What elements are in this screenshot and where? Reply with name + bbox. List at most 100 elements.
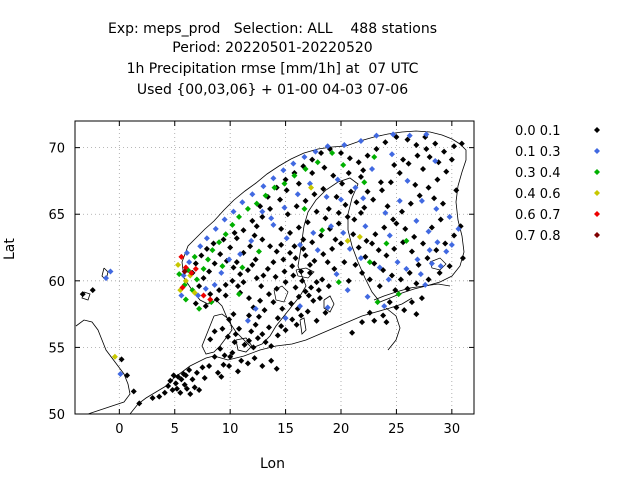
data-point (371, 153, 378, 160)
data-point (230, 264, 237, 271)
data-point (420, 240, 427, 247)
data-point (344, 213, 351, 220)
data-point (388, 151, 395, 158)
data-point (252, 305, 259, 312)
data-point (446, 263, 453, 270)
data-point (329, 245, 336, 252)
data-point (306, 269, 313, 276)
data-point (404, 177, 411, 184)
data-point (202, 303, 209, 310)
data-point (244, 360, 251, 367)
data-point (403, 265, 410, 272)
data-point (439, 200, 446, 207)
data-point (226, 363, 233, 370)
data-point (433, 205, 440, 212)
data-point (254, 335, 261, 342)
data-point (320, 251, 327, 258)
data-point (273, 365, 280, 372)
data-point (244, 267, 251, 274)
data-point (304, 219, 311, 226)
data-point (394, 259, 401, 266)
data-point (211, 281, 218, 288)
data-point (428, 260, 435, 267)
data-point (404, 136, 411, 143)
data-point (312, 148, 319, 155)
data-point (182, 372, 189, 379)
data-point (222, 281, 229, 288)
baltic-south-coastline (213, 297, 413, 361)
data-point (302, 197, 309, 204)
data-point (333, 193, 340, 200)
data-point (229, 221, 236, 228)
data-point (322, 309, 329, 316)
x-tick-label: 10 (222, 422, 239, 437)
data-point (315, 287, 322, 294)
data-point (408, 299, 415, 306)
data-point (339, 180, 346, 187)
data-point (149, 395, 156, 402)
data-point (451, 143, 458, 150)
data-point (219, 263, 226, 270)
data-point (302, 165, 309, 172)
data-point (379, 187, 386, 194)
data-point (290, 272, 297, 279)
data-point (302, 252, 309, 259)
data-point (203, 235, 210, 242)
data-point (274, 315, 281, 322)
data-point (89, 287, 96, 294)
data-point (178, 292, 185, 299)
baltic-states-coastline (373, 283, 451, 351)
data-point (289, 316, 296, 323)
data-point (175, 261, 182, 268)
data-point (405, 160, 412, 167)
data-point (422, 281, 429, 288)
x-axis-label: Lon (260, 456, 285, 472)
data-point (282, 315, 289, 322)
data-point (384, 203, 391, 210)
legend-label: 0.7 0.8 (515, 229, 560, 244)
data-point (393, 220, 400, 227)
data-point (310, 229, 317, 236)
data-point (270, 299, 277, 306)
data-point (193, 276, 200, 283)
legend-marker (594, 232, 600, 238)
y-tick-label: 65 (48, 208, 65, 223)
data-point (350, 231, 357, 238)
data-point (437, 263, 444, 270)
data-point (281, 204, 288, 211)
chart-title-line-4: Used {00,03,06} + 01-00 04-03 07-06 (136, 82, 409, 98)
data-point (383, 319, 390, 326)
data-point (442, 240, 449, 247)
data-point (318, 149, 325, 156)
data-point (201, 375, 208, 382)
data-point (295, 293, 302, 300)
data-point (227, 244, 234, 251)
britain-coastline (75, 319, 131, 415)
data-point (426, 247, 433, 254)
data-point (423, 131, 430, 138)
data-point (369, 165, 376, 172)
data-point (277, 196, 284, 203)
x-axis-ticks: 0 5 10 15 20 25 30 (115, 121, 460, 437)
scandinavia-coastline (181, 130, 467, 349)
data-point (268, 343, 275, 350)
data-point (249, 261, 256, 268)
data-point (233, 235, 240, 242)
data-point (295, 180, 302, 187)
data-point (434, 176, 441, 183)
data-point (305, 292, 312, 299)
data-point (210, 240, 217, 247)
data-point (360, 195, 367, 202)
data-point (400, 156, 407, 163)
data-point (192, 265, 199, 272)
data-point (248, 328, 255, 335)
data-point (253, 200, 260, 207)
data-point (402, 225, 409, 232)
data-point (377, 179, 384, 186)
data-point (193, 369, 200, 376)
data-point (212, 225, 219, 232)
data-point (418, 197, 425, 204)
data-point (251, 232, 258, 239)
data-point (221, 352, 228, 359)
data-point (207, 291, 214, 298)
